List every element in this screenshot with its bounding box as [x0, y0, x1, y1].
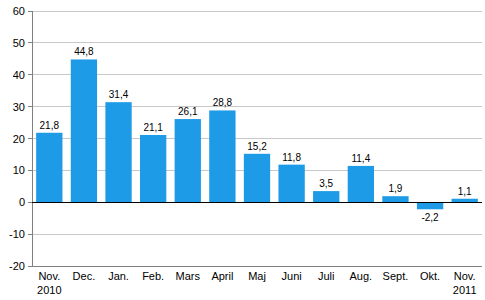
x-tick-label: Jan.: [108, 270, 129, 282]
data-label: 11,8: [282, 152, 301, 163]
data-label: 11,4: [351, 153, 370, 164]
x-tick-label: Okt.: [420, 270, 440, 282]
y-tick-label: 10: [13, 164, 25, 176]
bar: [175, 119, 201, 202]
tick-mark: [28, 170, 32, 171]
data-label: 31,4: [109, 89, 129, 100]
data-label: 21,1: [143, 122, 163, 133]
bar: [244, 154, 270, 202]
x-tick-label: Aug.: [350, 270, 373, 282]
x-axis-line: [32, 266, 482, 267]
bar: [140, 135, 166, 202]
y-axis-line: [32, 11, 33, 266]
data-label: -2,2: [421, 212, 439, 223]
bars: [36, 59, 478, 209]
bar: [382, 196, 408, 202]
y-tick-label: 20: [13, 133, 25, 145]
data-label: 15,2: [247, 141, 267, 152]
x-tick-label: Juni: [282, 270, 302, 282]
x-tick-label: Nov.2010: [37, 270, 61, 296]
bar: [313, 191, 339, 202]
grid-line: [32, 106, 482, 107]
data-label: 21,8: [40, 120, 60, 131]
tick-mark: [28, 11, 32, 12]
y-tick-label: -10: [9, 228, 25, 240]
x-tick-label: Dec.: [73, 270, 96, 282]
data-label: 28,8: [213, 97, 233, 108]
bar: [209, 110, 235, 202]
tick-mark: [28, 42, 32, 43]
data-label: 3,5: [319, 178, 333, 189]
tick-mark: [28, 266, 32, 267]
x-tick-label: Maj: [248, 270, 266, 282]
data-label: 1,1: [458, 186, 472, 197]
grid-line: [32, 74, 482, 75]
y-tick-label: 30: [13, 101, 25, 113]
tick-mark: [28, 74, 32, 75]
x-tick-label: Nov.2011: [453, 270, 477, 296]
grid-line: [32, 266, 482, 267]
tick-mark: [28, 106, 32, 107]
y-tick-label: 60: [13, 5, 25, 17]
data-label: 44,8: [74, 46, 94, 57]
bar: [452, 199, 478, 203]
x-tick-label: Feb.: [142, 270, 164, 282]
grid-line: [32, 234, 482, 235]
bar: [348, 166, 374, 202]
bar: [36, 133, 62, 202]
grid-line: [32, 202, 482, 203]
data-label: 26,1: [178, 106, 198, 117]
tick-mark: [28, 234, 32, 235]
tick-mark: [28, 202, 32, 203]
grid-line: [32, 11, 482, 12]
zero-line: [32, 202, 482, 203]
chart-container: -20 -10 0 10 20 30 40 50 60 21,8 44,8 31,4 21,1 26,1 2…: [0, 0, 485, 300]
grid-line: [32, 42, 482, 43]
y-tick-label: 0: [19, 196, 25, 208]
bar: [71, 59, 97, 202]
x-tick-label: Juli: [318, 270, 335, 282]
tick-mark: [28, 138, 32, 139]
bar: [417, 202, 443, 209]
grid: [28, 11, 482, 266]
bar: [105, 102, 131, 202]
bar: [278, 165, 304, 203]
data-label: 1,9: [389, 183, 403, 194]
grid-line: [32, 138, 482, 139]
x-tick-label: Sept.: [383, 270, 409, 282]
chart-svg: -20 -10 0 10 20 30 40 50 60 21,8 44,8 31,4 21,1 26,1 2…: [0, 0, 485, 300]
y-tick-label: -20: [9, 260, 25, 272]
y-tick-label: 50: [13, 37, 25, 49]
x-tick-label: April: [211, 270, 233, 282]
x-tick-label: Mars: [176, 270, 201, 282]
y-tick-label: 40: [13, 69, 25, 81]
